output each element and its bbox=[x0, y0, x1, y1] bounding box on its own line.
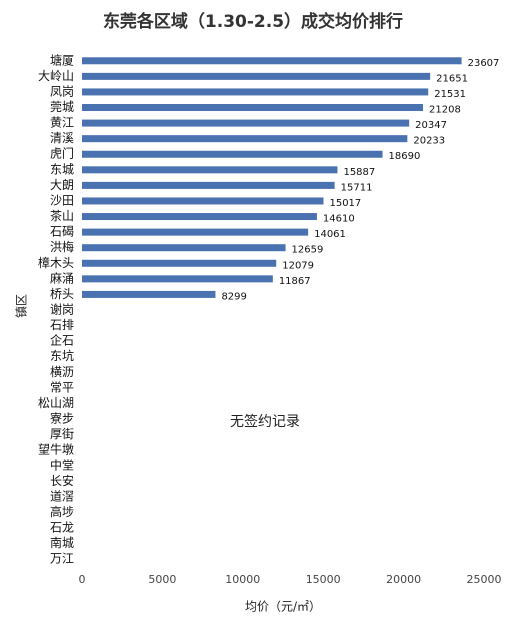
bar bbox=[82, 88, 429, 96]
y-tick-label: 松山湖 bbox=[38, 395, 74, 410]
y-tick-label: 桥头 bbox=[50, 287, 74, 301]
y-tick-label: 横沥 bbox=[50, 365, 74, 379]
y-tick-label: 麻涌 bbox=[50, 270, 74, 285]
x-tick-label: 0 bbox=[79, 573, 86, 586]
y-tick-label: 大岭山 bbox=[38, 69, 74, 83]
y-tick-label: 莞城 bbox=[50, 100, 74, 114]
value-label: 8299 bbox=[221, 291, 246, 302]
value-label: 18690 bbox=[389, 151, 421, 162]
y-tick-label: 凤岗 bbox=[50, 84, 74, 98]
y-tick-label: 中堂 bbox=[50, 457, 74, 472]
value-label: 23607 bbox=[468, 58, 500, 69]
y-tick-label: 石碣 bbox=[50, 225, 74, 239]
y-tick-label: 清溪 bbox=[50, 131, 74, 145]
bar bbox=[82, 275, 273, 283]
bar bbox=[82, 228, 309, 236]
bar bbox=[82, 119, 410, 127]
x-tick-label: 15000 bbox=[306, 573, 341, 586]
value-label: 21531 bbox=[434, 89, 466, 100]
y-tick-label: 望牛墩 bbox=[38, 442, 74, 457]
value-label: 20347 bbox=[415, 120, 447, 131]
value-label: 15711 bbox=[341, 182, 373, 193]
bar bbox=[82, 166, 338, 174]
y-tick-label: 高埗 bbox=[50, 504, 74, 519]
y-tick-label: 东坑 bbox=[50, 348, 74, 363]
x-tick-label: 25000 bbox=[467, 573, 502, 586]
y-axis-title: 镇区 bbox=[15, 294, 29, 318]
y-tick-label: 樟木头 bbox=[38, 255, 74, 270]
value-label: 14061 bbox=[314, 229, 346, 240]
y-tick-label: 寮步 bbox=[50, 411, 74, 426]
bar bbox=[82, 150, 383, 158]
value-label: 21651 bbox=[436, 73, 468, 84]
y-tick-label: 黄江 bbox=[50, 116, 74, 130]
bar bbox=[82, 72, 431, 80]
y-tick-label: 南城 bbox=[50, 535, 74, 550]
value-label: 15887 bbox=[343, 167, 375, 178]
y-tick-label: 常平 bbox=[50, 380, 74, 394]
annotation: 无签约记录 bbox=[230, 413, 300, 430]
y-tick-label: 茶山 bbox=[50, 208, 74, 223]
bar bbox=[82, 135, 408, 143]
y-tick-label: 石排 bbox=[50, 318, 74, 332]
y-tick-label: 洪梅 bbox=[50, 239, 74, 254]
bar bbox=[82, 181, 335, 189]
bar bbox=[82, 104, 424, 112]
y-tick-label: 企石 bbox=[50, 333, 74, 348]
y-tick-label: 塘厦 bbox=[50, 52, 74, 67]
value-label: 15017 bbox=[329, 198, 361, 209]
chart-title: 东莞各区域（1.30-2.5）成交均价排行 bbox=[103, 11, 403, 32]
y-tick-label: 谢岗 bbox=[50, 302, 74, 317]
value-label: 11867 bbox=[279, 276, 311, 287]
x-tick-label: 20000 bbox=[386, 573, 421, 586]
y-tick-label: 东城 bbox=[50, 162, 74, 176]
value-label: 21208 bbox=[429, 105, 461, 116]
value-label: 12659 bbox=[292, 245, 324, 256]
y-tick-label: 厚街 bbox=[50, 427, 74, 441]
y-tick-label: 虎门 bbox=[50, 146, 74, 161]
x-axis-title: 均价（元/㎡） bbox=[245, 600, 321, 614]
y-tick-label: 沙田 bbox=[50, 193, 74, 207]
bar bbox=[82, 57, 462, 65]
value-label: 20233 bbox=[413, 136, 445, 147]
y-tick-label: 石龙 bbox=[50, 521, 74, 535]
y-tick-label: 大朗 bbox=[50, 178, 74, 192]
bar bbox=[82, 213, 317, 221]
y-tick-label: 道滘 bbox=[50, 489, 74, 503]
value-label: 14610 bbox=[323, 214, 355, 225]
x-tick-label: 5000 bbox=[148, 573, 176, 586]
value-label: 12079 bbox=[282, 260, 314, 271]
bar bbox=[82, 259, 277, 267]
x-tick-label: 10000 bbox=[225, 573, 260, 586]
bar bbox=[82, 197, 324, 205]
y-tick-label: 万江 bbox=[50, 552, 74, 566]
y-tick-label: 长安 bbox=[50, 473, 74, 488]
bar bbox=[82, 290, 216, 298]
bar bbox=[82, 244, 286, 252]
